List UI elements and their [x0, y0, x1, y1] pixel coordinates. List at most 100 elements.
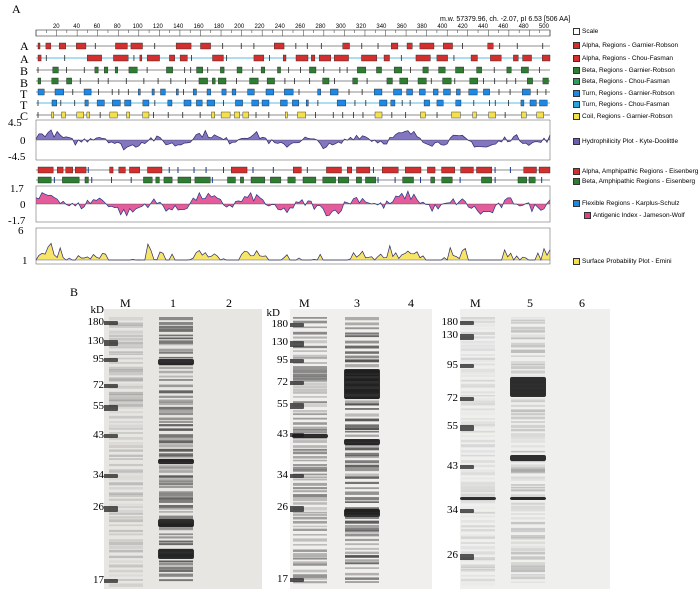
gel-1-image: [104, 309, 262, 589]
lane-band: [109, 509, 143, 513]
lane-band: [511, 409, 545, 413]
lane-band: [511, 420, 545, 424]
lane-band: [511, 567, 545, 571]
region-block: [126, 111, 130, 119]
region-block: [138, 88, 141, 96]
amph-beta-block: [62, 176, 80, 184]
region-block: [253, 54, 265, 62]
region-block: [542, 77, 549, 85]
region-block: [166, 66, 173, 74]
row-letter-coil: C: [20, 109, 29, 123]
lane-band: [345, 547, 379, 550]
region-block: [419, 88, 426, 96]
lane-band: [293, 549, 327, 552]
region-block: [297, 111, 306, 119]
lane-band: [345, 430, 379, 433]
lane-label-6: 6: [579, 296, 585, 310]
lane-band: [511, 400, 545, 403]
hydro-frame: [35, 119, 551, 161]
amph-beta-block: [402, 176, 414, 184]
region-block: [236, 66, 243, 74]
lane-band: [345, 340, 379, 344]
lane-band: [461, 490, 495, 493]
lane-band: [293, 340, 327, 344]
lane-band: [461, 481, 495, 484]
lane-band: [293, 563, 327, 566]
region-block: [330, 88, 339, 96]
region-block: [251, 99, 259, 107]
region-block: [124, 99, 132, 107]
lane-band: [293, 520, 327, 524]
strong-band: [344, 509, 380, 517]
lane-band: [109, 533, 143, 536]
lane-band: [293, 497, 327, 502]
legend-text: Alpha, Regions - Garnier-Robson: [582, 42, 679, 50]
lane-label-1: 1: [170, 296, 176, 310]
region-block: [87, 54, 102, 62]
lane-band: [461, 328, 495, 330]
region-block: [527, 77, 533, 85]
marker-band: [290, 359, 304, 363]
amph-alpha-block: [538, 166, 551, 174]
lane-band: [293, 569, 327, 573]
region-block: [285, 111, 288, 119]
lane-band: [461, 400, 495, 403]
lane-band: [293, 426, 327, 430]
lane-band: [109, 583, 143, 587]
lane-band: [345, 524, 379, 529]
strong-band: [158, 549, 194, 559]
lane-band: [511, 459, 545, 463]
lane-band: [109, 394, 143, 398]
scale-label: 360: [397, 24, 408, 30]
mw-marker-label: 72: [277, 376, 288, 388]
lane-label-5: 5: [527, 296, 533, 310]
amph-alpha-block: [129, 166, 140, 174]
lane-band: [345, 322, 379, 326]
lane-band: [345, 538, 379, 542]
region-block: [322, 77, 330, 85]
legend-item: Alpha, Regions - Garnier-Robson: [573, 42, 678, 49]
lane-band: [293, 391, 327, 394]
lane-band: [461, 546, 495, 550]
panel-b-label: B: [70, 285, 79, 299]
lane-band: [345, 434, 379, 437]
region-block: [317, 88, 321, 96]
lane-band: [461, 542, 495, 544]
scale-label: 320: [356, 24, 367, 30]
lane-band: [293, 422, 327, 425]
region-block: [390, 99, 396, 107]
amph-beta-block: [84, 176, 89, 184]
lane-band: [461, 344, 495, 348]
amph-alpha-block: [118, 166, 126, 174]
amph-beta-block: [155, 176, 160, 184]
marker-band: [104, 358, 118, 362]
lane-band: [293, 413, 327, 416]
scale-label: 420: [458, 24, 469, 30]
lane-band: [511, 537, 545, 540]
region-block: [357, 66, 367, 74]
mw-marker-label: 180: [441, 316, 459, 328]
mw-marker-label: 26: [93, 501, 104, 513]
mw-marker-label: 55: [447, 420, 458, 432]
lane-band: [511, 502, 545, 505]
mw-marker-label: 17: [277, 573, 288, 585]
amph-alpha-block: [405, 166, 422, 174]
lane-band: [511, 551, 545, 555]
lane-band: [293, 557, 327, 560]
scale-label: 120: [153, 24, 164, 30]
amph-alpha-block: [441, 166, 455, 174]
lane-band: [345, 460, 379, 464]
lane-band: [159, 401, 193, 406]
region-block: [443, 88, 451, 96]
region-block: [142, 111, 150, 119]
lane-band: [159, 497, 193, 500]
region-block: [45, 42, 52, 50]
lane-band: [293, 376, 327, 380]
region-block: [169, 54, 175, 62]
lane-band: [511, 530, 545, 533]
lane-band: [511, 484, 545, 486]
hydro-line: [35, 129, 551, 151]
lane-band: [293, 445, 327, 448]
lane-band: [511, 334, 545, 338]
lane-band: [461, 493, 495, 497]
